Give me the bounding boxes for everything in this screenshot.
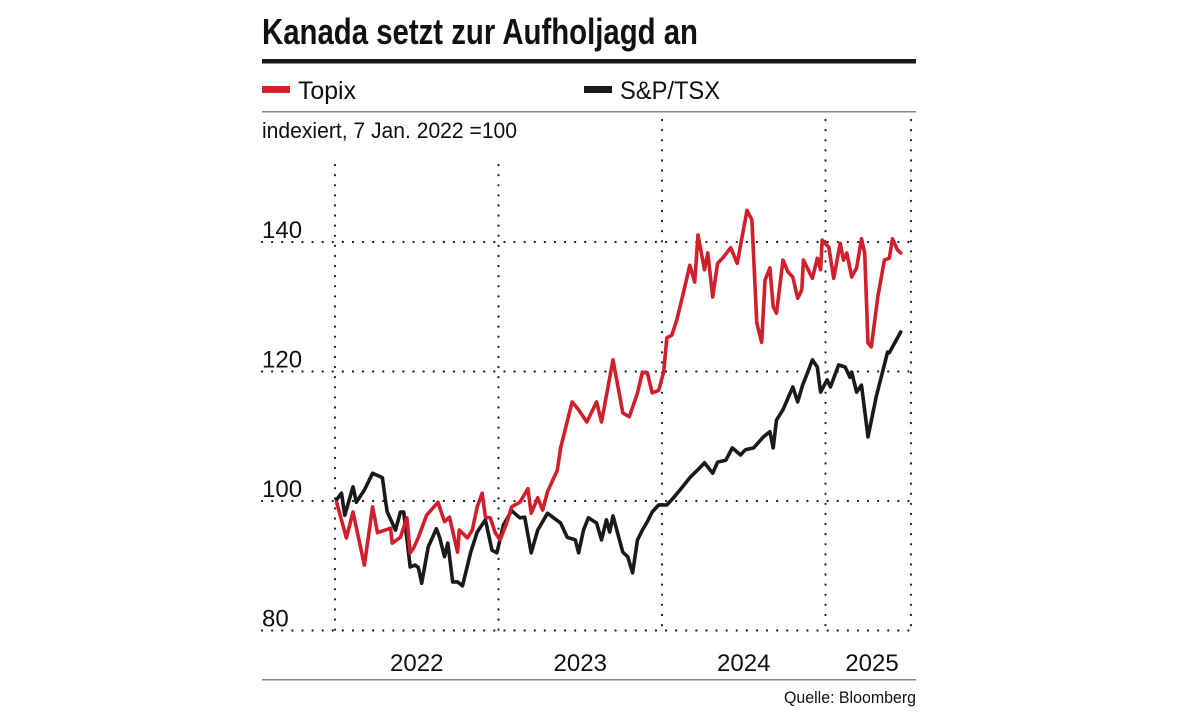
x-tick-label: 2023 (554, 650, 607, 677)
y-tick-label: 120 (262, 347, 302, 374)
series-line-topix (334, 208, 903, 567)
x-tick-label: 2022 (390, 650, 443, 677)
legend-swatch-sptsx (584, 86, 612, 93)
legend: Topix S&P/TSX (262, 77, 720, 105)
legend-label-sptsx: S&P/TSX (620, 77, 720, 105)
series-lines (334, 208, 903, 588)
series-line-sptsx (334, 330, 903, 588)
y-tick-label: 80 (262, 606, 289, 633)
y-tick-label: 140 (262, 217, 302, 244)
legend-label-topix: Topix (298, 77, 356, 105)
y-tick-labels: 80 100 120 140 (262, 217, 302, 633)
y-tick-label: 100 (262, 476, 302, 503)
title-rule (262, 59, 916, 64)
x-tick-label: 2024 (717, 650, 770, 677)
x-tick-labels: 2022 2023 2024 2025 (390, 650, 899, 677)
gridlines (260, 118, 915, 632)
legend-rule (262, 111, 916, 113)
chart-title: Kanada setzt zur Aufholjagd an (262, 11, 698, 52)
x-tick-label: 2025 (845, 650, 898, 677)
y-axis-label: indexiert, 7 Jan. 2022 =100 (262, 118, 517, 143)
legend-swatch-topix (262, 86, 290, 93)
source-note: Quelle: Bloomberg (784, 688, 916, 707)
bottom-rule (262, 679, 916, 681)
